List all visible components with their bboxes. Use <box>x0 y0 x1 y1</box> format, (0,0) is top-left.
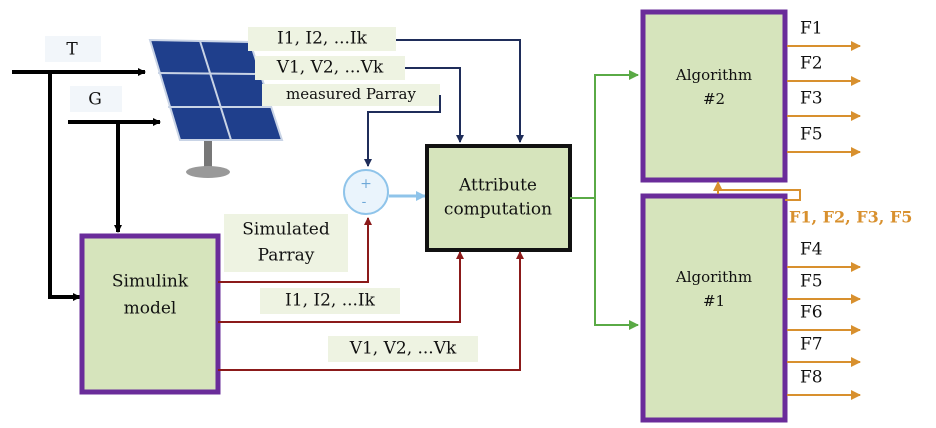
node-label: #1 <box>703 292 725 310</box>
sum-plus: + <box>360 176 372 192</box>
input-g: G <box>88 90 102 110</box>
node-label: Attribute <box>458 176 537 196</box>
output-label: F6 <box>800 303 823 323</box>
node-label: #2 <box>703 90 725 108</box>
signal-label: V1, V2, ...Vk <box>349 339 457 359</box>
output-label: F2 <box>800 54 823 74</box>
signal-label: measured Parray <box>286 85 416 103</box>
node-label: computation <box>444 200 552 220</box>
node-label: model <box>124 299 177 319</box>
sum-minus: - <box>362 194 367 210</box>
signal-label: I1, I2, ...Ik <box>277 29 368 49</box>
output-label: F5 <box>800 272 823 292</box>
input-t: T <box>66 40 78 60</box>
output-label: F3 <box>800 89 823 109</box>
feedback-label: F1, F2, F3, F5 <box>789 208 912 227</box>
output-label: F8 <box>800 368 823 388</box>
attribute-node <box>427 146 570 250</box>
signal-label: V1, V2, ...Vk <box>276 58 384 78</box>
output-label: F5 <box>800 125 823 145</box>
diagram: T G I1, I2, ...Ik V1, V2, ...Vk measured… <box>0 0 936 428</box>
output-label: F1 <box>800 19 823 39</box>
node-label: Simulink <box>112 272 189 292</box>
green-wires <box>570 75 638 325</box>
node-label: Algorithm <box>675 268 752 286</box>
signal-label: Simulated <box>242 220 330 240</box>
node-label: Algorithm <box>675 66 752 84</box>
signal-label: Parray <box>258 246 315 266</box>
output-label: F4 <box>800 240 823 260</box>
signal-label: I1, I2, ...Ik <box>285 291 376 311</box>
output-label: F7 <box>800 335 823 355</box>
